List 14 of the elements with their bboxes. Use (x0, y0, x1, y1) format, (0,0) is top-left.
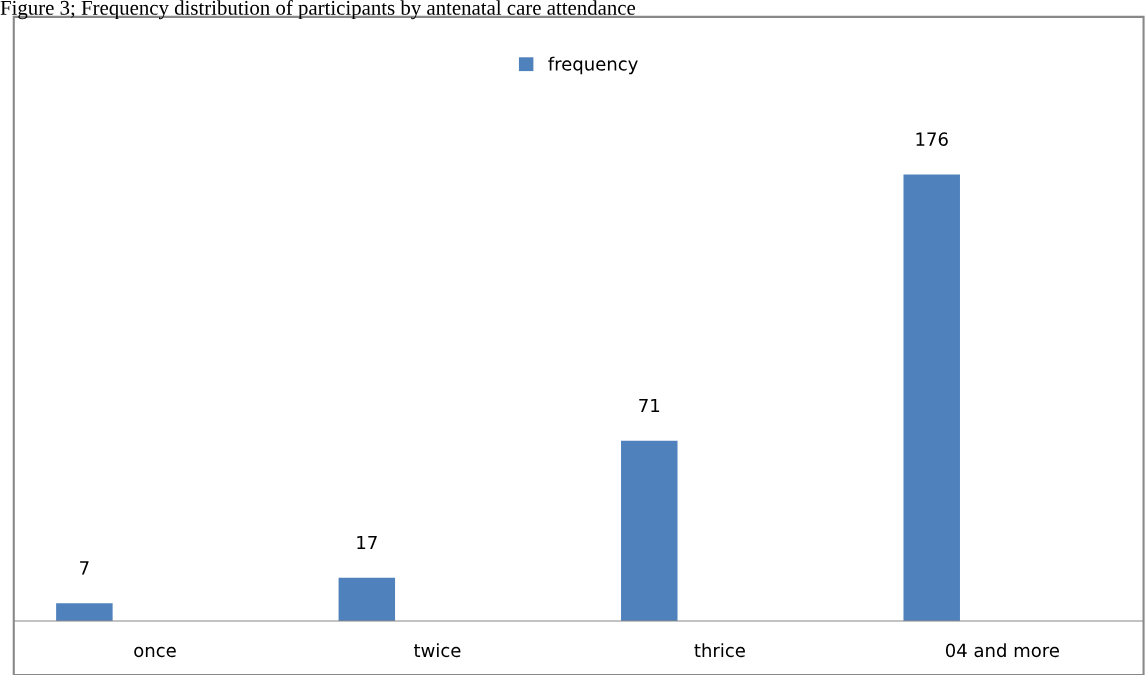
data-label: 71 (639, 398, 660, 413)
x-tick-label: twice (413, 643, 461, 658)
chart-title: Figure 3; Frequency distribution of participants by antenatal care attendance (0, 0, 636, 20)
data-label: 17 (357, 535, 377, 550)
data-label: 176 (916, 132, 948, 146)
bar (338, 577, 396, 621)
legend-label: frequency (548, 56, 638, 75)
x-tick-label: once (134, 646, 176, 658)
x-tick-label: thrice (694, 643, 745, 658)
data-label: 7 (80, 561, 89, 575)
x-tick-label: 04 and more (945, 643, 1059, 658)
bar (621, 440, 678, 621)
bar (56, 603, 113, 621)
bar (903, 174, 960, 621)
